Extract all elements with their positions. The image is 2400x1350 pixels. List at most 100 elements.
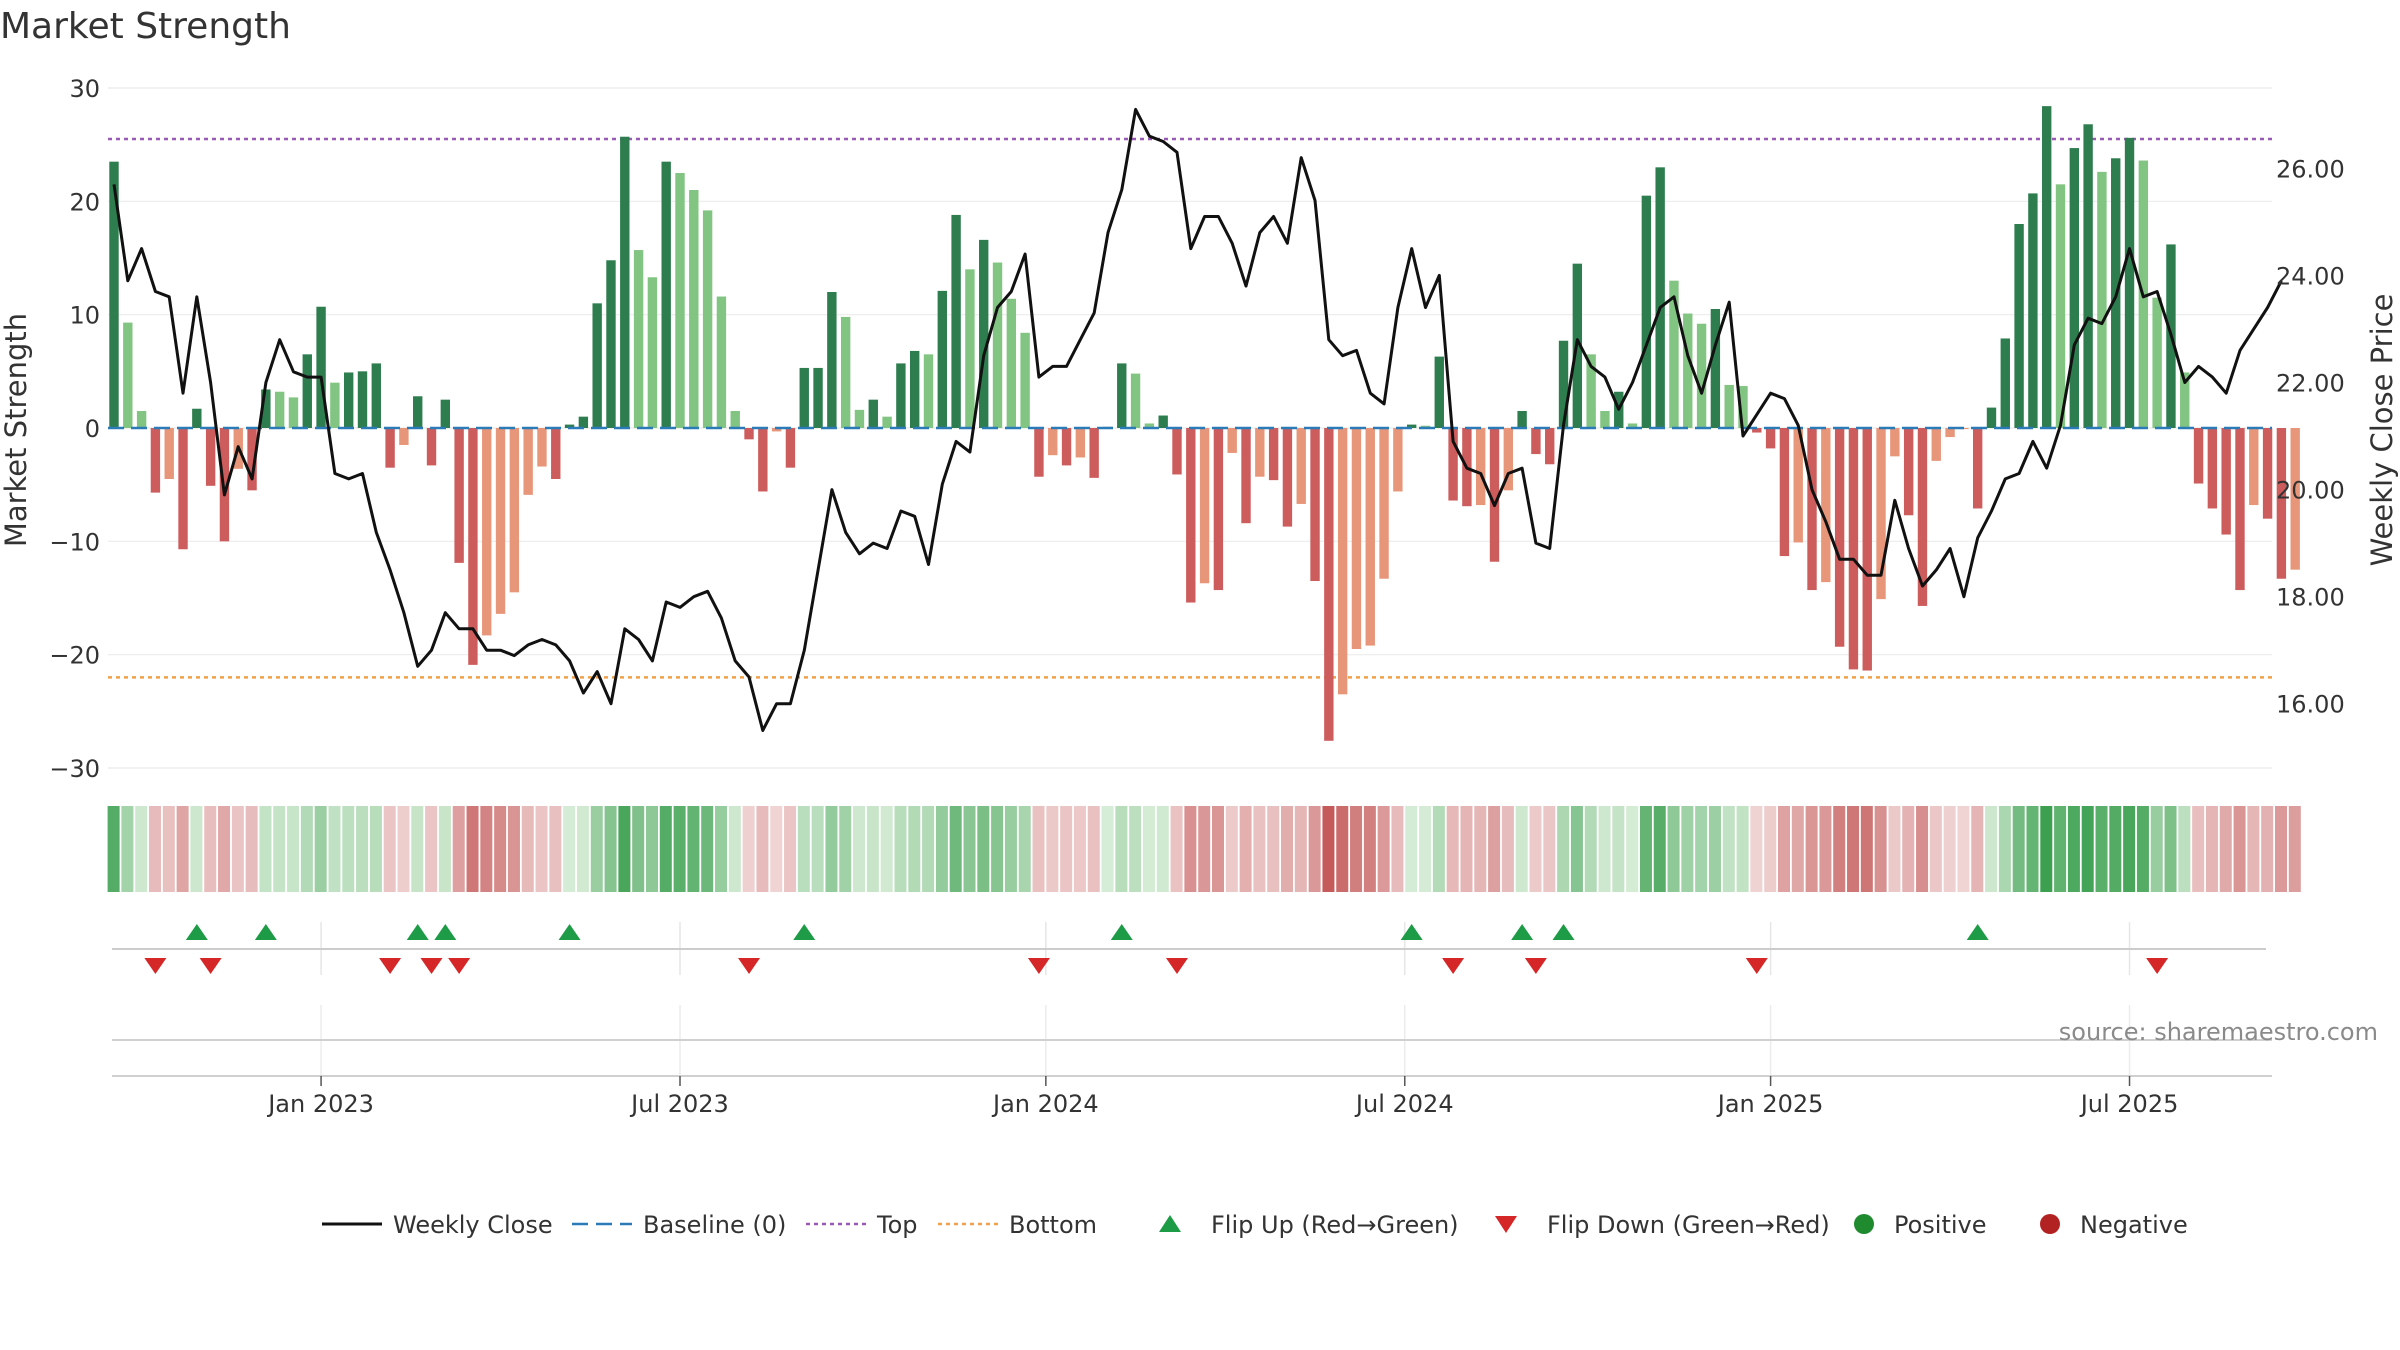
strength-bar — [1061, 428, 1072, 466]
strength-bar — [316, 306, 326, 428]
heat-cell — [949, 806, 962, 892]
strength-bar — [1696, 323, 1707, 428]
strength-bar — [1945, 428, 1955, 438]
left-axis-ticks: 30 20 10 0 −10 −20 −30 — [49, 75, 100, 783]
strength-bar — [1738, 386, 1748, 428]
strength-bar — [702, 210, 713, 428]
flip-up-marker — [406, 924, 429, 940]
heat-cell — [1708, 806, 1721, 892]
strength-bar — [1903, 428, 1914, 516]
x-tick-label: Jul 2023 — [629, 1090, 729, 1118]
x-tick-label: Jul 2024 — [1354, 1090, 1454, 1118]
heat-cell — [438, 806, 451, 892]
heat-cell — [149, 806, 162, 892]
strength-bar — [882, 416, 892, 428]
legend: Weekly Close Baseline (0) Top Bottom Flip Up… — [322, 1211, 2188, 1239]
heat-cell — [190, 806, 203, 892]
heat-cell — [1874, 806, 1887, 892]
heat-cell — [2040, 806, 2053, 892]
strength-bar — [261, 389, 271, 428]
heat-cell — [1377, 806, 1390, 892]
heat-cell — [563, 806, 576, 892]
heat-cell — [1805, 806, 1818, 892]
right-tick-label: 20.00 — [2276, 477, 2345, 505]
strength-bar — [413, 396, 423, 428]
x-axis-ticks: Jan 2023 Jul 2023 Jan 2024 Jul 2024 Jan 2025… — [266, 1076, 2178, 1118]
strength-bar — [1876, 428, 1886, 600]
strength-bar — [716, 296, 727, 428]
threshold-lines — [108, 137, 2272, 679]
strength-bar — [758, 428, 768, 492]
heat-cell — [853, 806, 866, 892]
strength-bar — [1489, 428, 1500, 562]
heat-cell — [466, 806, 479, 892]
heat-cell — [935, 806, 948, 892]
strength-bar — [1834, 428, 1845, 647]
heat-cell — [1985, 806, 1998, 892]
heat-cell — [1847, 806, 1860, 892]
heat-cell — [1791, 806, 1804, 892]
strength-bar — [979, 239, 989, 428]
strength-bar — [1848, 428, 1859, 670]
strength-bar — [2152, 297, 2162, 428]
strength-bar — [1752, 428, 1762, 433]
legend-label: Flip Up (Red→Green) — [1211, 1211, 1459, 1239]
heat-cell — [1142, 806, 1155, 892]
heat-cell — [1943, 806, 1956, 892]
strength-bar — [1296, 428, 1306, 504]
strength-bar — [1917, 428, 1928, 606]
heat-cell — [645, 806, 658, 892]
strength-bar — [109, 161, 119, 428]
strength-bar — [2262, 428, 2273, 519]
strength-bar — [1476, 428, 1486, 506]
heat-cell — [1515, 806, 1528, 892]
heat-cell — [1529, 806, 1542, 892]
heat-cell — [2261, 806, 2274, 892]
strength-bar — [385, 428, 395, 468]
strength-bar — [1117, 363, 1127, 428]
heat-cell — [218, 806, 231, 892]
heat-cell — [659, 806, 672, 892]
right-tick-label: 16.00 — [2276, 691, 2345, 719]
strength-bar — [1282, 428, 1293, 527]
strength-bar — [537, 428, 547, 467]
strength-bar — [2221, 428, 2231, 535]
strength-bar — [1075, 428, 1086, 458]
heat-cell — [1557, 806, 1570, 892]
strength-bar — [1448, 428, 1458, 501]
flip-down-marker — [1442, 958, 1465, 974]
heat-cell — [977, 806, 990, 892]
flip-up-marker — [558, 924, 581, 940]
strength-bar — [399, 428, 409, 445]
strength-bar — [1931, 428, 1941, 461]
source-credit: source: sharemaestro.com — [2059, 1018, 2378, 1046]
strength-bar — [2276, 428, 2287, 579]
right-tick-label: 22.00 — [2276, 369, 2345, 397]
strength-bar — [2028, 193, 2038, 428]
strength-bar — [343, 372, 354, 428]
strength-bar — [1793, 428, 1803, 543]
strength-bar — [2042, 106, 2052, 428]
left-tick-label: 20 — [69, 188, 100, 216]
heat-cell — [908, 806, 921, 892]
heat-cell — [2054, 806, 2067, 892]
heat-cell — [121, 806, 134, 892]
strength-bar — [896, 363, 906, 428]
heat-cell — [1294, 806, 1307, 892]
strength-bar — [1351, 428, 1362, 649]
flip-markers-panel — [112, 922, 2266, 975]
heat-cell — [673, 806, 686, 892]
heat-cell — [1115, 806, 1128, 892]
heat-cell — [1667, 806, 1680, 892]
heat-cell — [1073, 806, 1086, 892]
heat-cell — [162, 806, 175, 892]
strength-bar — [482, 428, 492, 636]
strength-bar — [992, 262, 1003, 428]
strength-bar — [937, 290, 947, 428]
strength-bar — [426, 428, 437, 466]
strength-bar — [647, 277, 658, 428]
strength-bar — [440, 399, 451, 428]
strength-bar — [1434, 356, 1444, 428]
heat-cell — [2067, 806, 2080, 892]
heat-cell — [687, 806, 700, 892]
